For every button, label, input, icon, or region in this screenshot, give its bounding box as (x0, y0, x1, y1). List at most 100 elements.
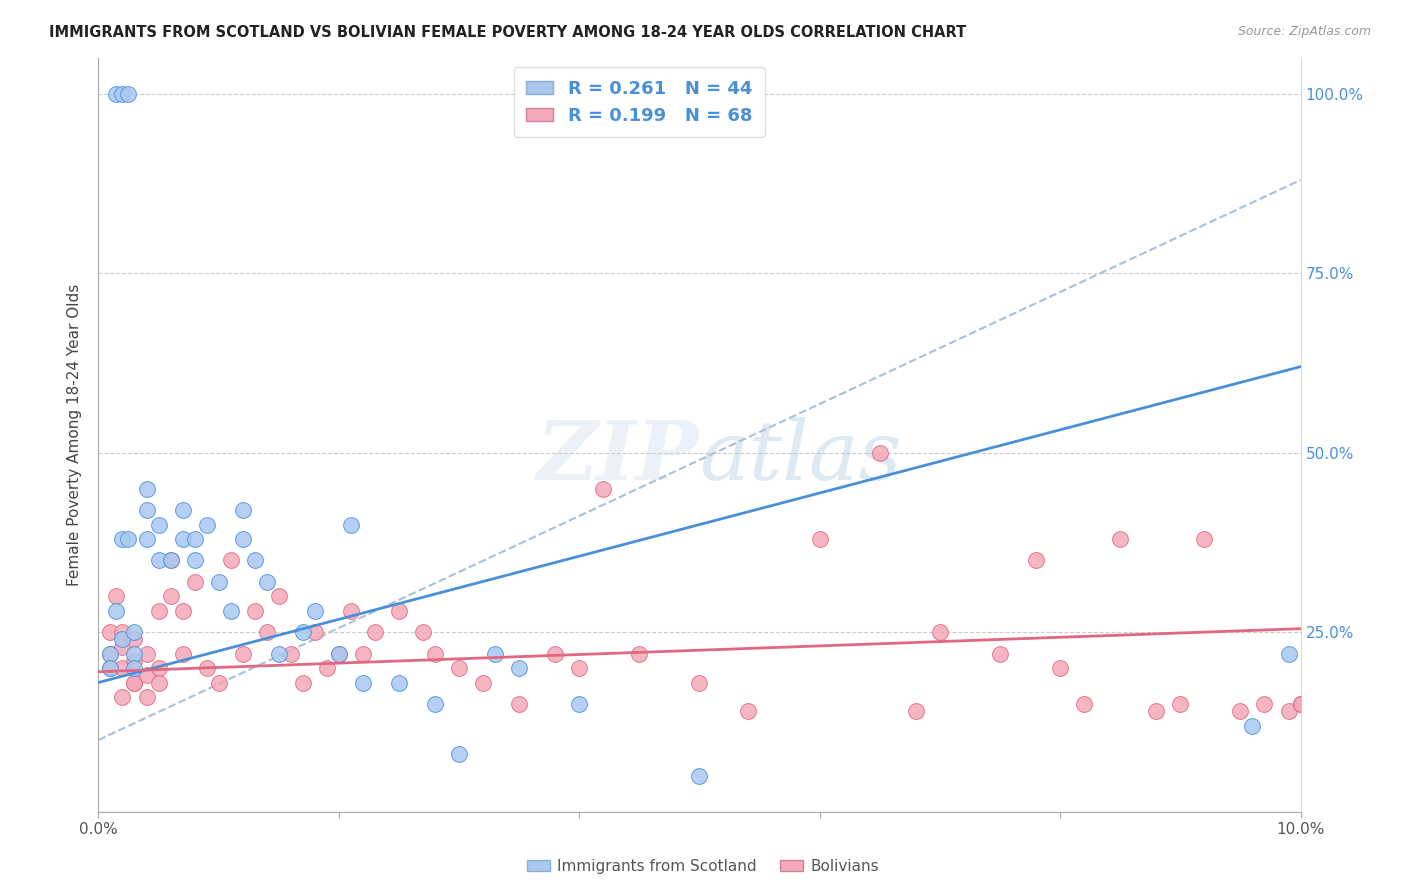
Point (172, 532, 194, 546)
Point (291, 675, 314, 690)
Point (689, 675, 711, 690)
Point (117, 532, 139, 546)
Point (340, 517, 363, 532)
Point (328, 647, 350, 661)
Point (304, 625, 326, 640)
Point (737, 704, 759, 718)
Point (1289, 697, 1312, 711)
Point (1289, 697, 1312, 711)
Point (135, 647, 157, 661)
Point (135, 668, 157, 682)
Point (388, 675, 411, 690)
Point (1049, 661, 1071, 675)
Point (111, 87, 134, 101)
Point (124, 675, 146, 690)
Point (208, 574, 231, 589)
Point (159, 590, 181, 604)
Point (689, 769, 711, 783)
Point (124, 661, 146, 675)
Point (447, 747, 470, 762)
Point (508, 697, 530, 711)
Point (208, 675, 231, 690)
Point (124, 632, 146, 647)
Point (135, 690, 157, 704)
Text: IMMIGRANTS FROM SCOTLAND VS BOLIVIAN FEMALE POVERTY AMONG 18-24 YEAR OLDS CORREL: IMMIGRANTS FROM SCOTLAND VS BOLIVIAN FEM… (49, 25, 966, 40)
Point (159, 553, 181, 567)
Point (808, 532, 831, 546)
Point (352, 675, 374, 690)
Point (183, 574, 205, 589)
Point (105, 87, 128, 101)
Text: atlas: atlas (700, 417, 901, 498)
Point (183, 532, 205, 546)
Legend: R = 0.261   N = 44, R = 0.199   N = 68: R = 0.261 N = 44, R = 0.199 N = 68 (513, 67, 765, 137)
Point (219, 604, 242, 618)
Point (148, 553, 170, 567)
Point (280, 647, 302, 661)
Point (159, 553, 181, 567)
Point (135, 532, 157, 546)
Point (544, 647, 567, 661)
Point (484, 647, 506, 661)
Point (1194, 532, 1216, 546)
Point (124, 675, 146, 690)
Point (172, 647, 194, 661)
Point (148, 661, 170, 675)
Point (100, 625, 122, 640)
Point (508, 661, 530, 675)
Legend: Immigrants from Scotland, Bolivians: Immigrants from Scotland, Bolivians (520, 853, 886, 880)
Point (172, 604, 194, 618)
Point (111, 625, 134, 640)
Point (111, 632, 134, 647)
Point (423, 647, 446, 661)
Point (117, 87, 139, 101)
Point (315, 661, 337, 675)
Point (988, 647, 1011, 661)
Point (592, 482, 614, 496)
Point (100, 661, 122, 675)
Point (256, 574, 278, 589)
Point (148, 675, 170, 690)
Point (148, 604, 170, 618)
Point (232, 647, 254, 661)
Point (148, 517, 170, 532)
Point (352, 647, 374, 661)
Point (1109, 532, 1132, 546)
Point (105, 590, 128, 604)
Point (423, 697, 446, 711)
Point (1170, 697, 1192, 711)
Point (256, 625, 278, 640)
Point (243, 553, 266, 567)
Point (388, 604, 411, 618)
Point (195, 517, 218, 532)
Point (364, 625, 387, 640)
Point (100, 661, 122, 675)
Point (135, 482, 157, 496)
Point (1277, 647, 1299, 661)
Point (183, 553, 205, 567)
Point (172, 503, 194, 517)
Point (447, 661, 470, 675)
Point (267, 647, 290, 661)
Point (568, 661, 591, 675)
Point (472, 675, 495, 690)
Point (291, 625, 314, 640)
Point (929, 625, 952, 640)
Point (328, 647, 350, 661)
Point (412, 625, 434, 640)
Point (1073, 697, 1095, 711)
Point (267, 590, 290, 604)
Point (124, 625, 146, 640)
Point (1025, 553, 1047, 567)
Point (340, 604, 363, 618)
Point (232, 503, 254, 517)
Point (869, 446, 891, 460)
Y-axis label: Female Poverty Among 18-24 Year Olds: Female Poverty Among 18-24 Year Olds (67, 284, 83, 586)
Point (1229, 704, 1251, 718)
Point (105, 604, 128, 618)
Point (111, 532, 134, 546)
Point (111, 690, 134, 704)
Point (1241, 718, 1264, 732)
Point (100, 647, 122, 661)
Point (219, 553, 242, 567)
